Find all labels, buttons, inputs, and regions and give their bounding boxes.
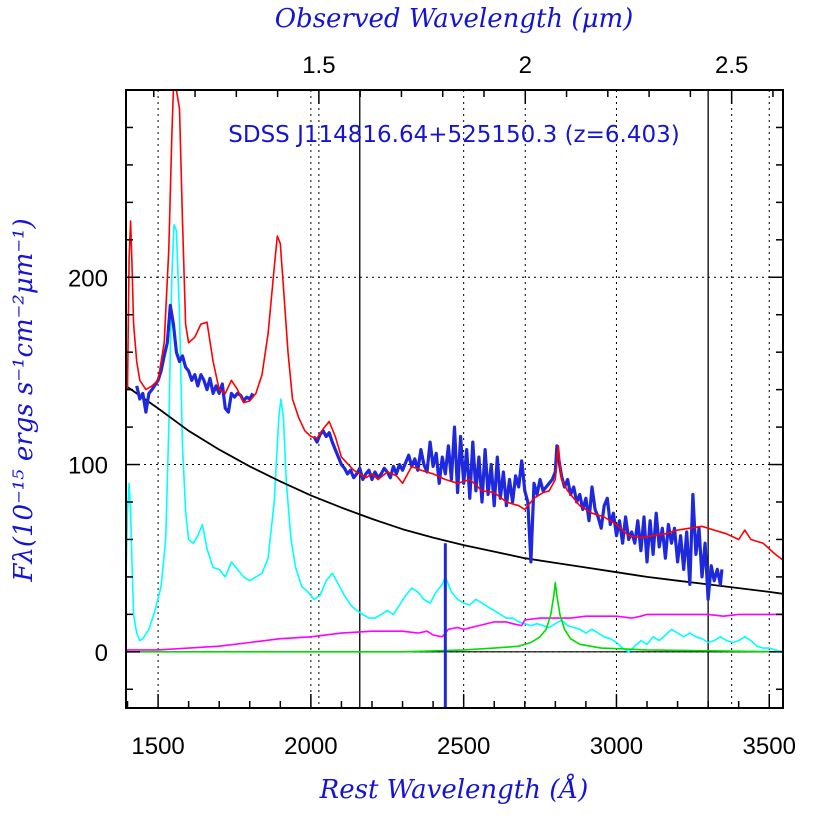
plot-frame [125, 89, 784, 709]
series-line [126, 581, 783, 653]
plot-area [126, 90, 783, 708]
ticks [126, 89, 783, 708]
y-axis-title: Fλ(10⁻¹⁵ ergs s⁻¹cm⁻²μm⁻¹) [9, 218, 39, 582]
tick-labels: 1500 2000 2500 3000 3500 0 100 200 1.5 2 2.5 [68, 52, 796, 760]
chart-title: SDSS J114816.64+525150.3 (z=6.403) [228, 122, 679, 148]
x-tick-label: 2000 [284, 733, 337, 760]
x-tick-label: 2500 [437, 733, 490, 760]
series-line [312, 425, 724, 601]
x-tick-label: 1500 [131, 733, 184, 760]
y-tick-label: 100 [68, 453, 108, 480]
top-tick-label: 2 [519, 52, 532, 79]
grid [126, 90, 783, 708]
series-line [126, 613, 783, 651]
y-tick-label: 200 [68, 265, 108, 292]
top-tick-label: 1.5 [302, 52, 335, 79]
top-axis-title: Observed Wavelength (μm) [275, 4, 634, 34]
series-group [126, 90, 783, 708]
x-tick-label: 3500 [743, 733, 796, 760]
x-axis-title: Rest Wavelength (Å) [319, 773, 589, 805]
y-tick-label: 0 [95, 640, 108, 667]
series-line [126, 224, 783, 653]
series-line [126, 90, 783, 561]
x-tick-label: 3000 [590, 733, 643, 760]
series-line [126, 385, 783, 595]
frame-rect [125, 89, 784, 709]
top-tick-label: 2.5 [715, 52, 748, 79]
series-line [135, 303, 255, 414]
